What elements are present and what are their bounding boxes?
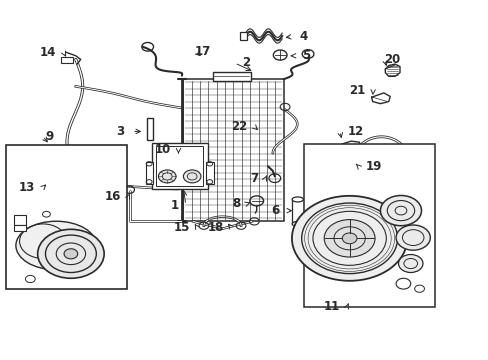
Circle shape <box>380 195 421 226</box>
Text: 4: 4 <box>299 30 307 43</box>
Text: 18: 18 <box>207 221 224 234</box>
Bar <box>61 57 73 63</box>
Text: 10: 10 <box>155 143 171 156</box>
Bar <box>146 118 152 140</box>
Bar <box>6 145 127 289</box>
Bar <box>156 146 203 186</box>
Circle shape <box>38 229 104 278</box>
Text: 9: 9 <box>46 130 54 143</box>
Text: 12: 12 <box>346 125 363 138</box>
Bar <box>183 79 283 221</box>
Circle shape <box>398 255 422 273</box>
Circle shape <box>158 170 176 183</box>
Bar <box>145 162 153 184</box>
Text: 21: 21 <box>349 84 365 97</box>
Text: 1: 1 <box>170 199 178 212</box>
Ellipse shape <box>16 221 96 270</box>
Bar <box>151 143 207 189</box>
Text: 6: 6 <box>271 204 279 217</box>
Bar <box>304 144 434 307</box>
Bar <box>14 215 26 225</box>
Text: 20: 20 <box>383 53 400 66</box>
Text: 11: 11 <box>323 300 339 313</box>
Circle shape <box>342 233 356 244</box>
Bar <box>14 225 26 231</box>
Circle shape <box>183 170 201 183</box>
Text: 8: 8 <box>232 197 240 210</box>
Bar <box>206 162 213 184</box>
Text: 15: 15 <box>173 221 189 234</box>
Text: 3: 3 <box>116 125 124 138</box>
Text: 2: 2 <box>242 57 250 69</box>
Ellipse shape <box>291 197 303 202</box>
Text: 14: 14 <box>40 46 56 59</box>
Circle shape <box>291 196 407 281</box>
Text: 19: 19 <box>365 160 381 173</box>
Text: 7: 7 <box>249 172 258 185</box>
Circle shape <box>64 249 78 259</box>
Bar <box>212 72 250 81</box>
Ellipse shape <box>291 221 303 226</box>
Circle shape <box>395 225 429 250</box>
Bar <box>292 199 303 224</box>
Text: 5: 5 <box>302 49 310 62</box>
Text: 17: 17 <box>194 45 211 58</box>
Text: 16: 16 <box>105 190 121 203</box>
Text: 13: 13 <box>19 181 35 194</box>
Bar <box>239 32 246 40</box>
Text: 22: 22 <box>230 120 246 133</box>
Circle shape <box>324 220 374 257</box>
